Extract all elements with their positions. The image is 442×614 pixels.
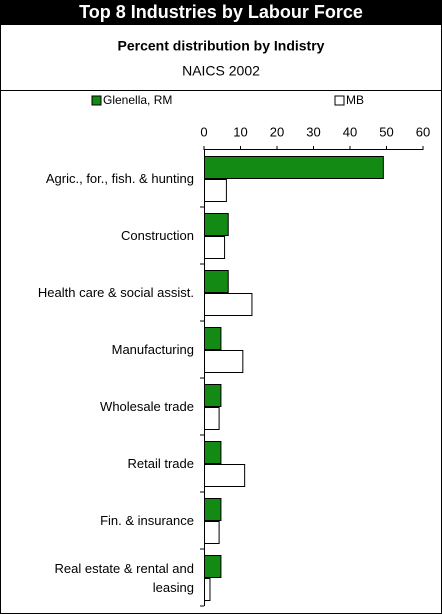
y-tick-label: Agric., for., fish. & hunting: [45, 171, 194, 186]
category-box: Fin. & insurance: [18, 498, 194, 543]
x-tick-label: 20: [270, 124, 284, 139]
y-tick-label: Fin. & insurance: [100, 513, 194, 528]
x-tick-label: 40: [343, 124, 357, 139]
category-box: Real estate & rental and leasing: [18, 555, 194, 600]
title-bar: [0, 0, 442, 25]
bar: [204, 578, 211, 601]
bar: [204, 179, 227, 202]
y-tick-label: Manufacturing: [111, 342, 194, 357]
category-box: Wholesale trade: [18, 384, 194, 429]
bar: [204, 555, 222, 578]
category-box: Health care & social assist.: [18, 270, 194, 315]
legend-swatch: [91, 95, 102, 106]
y-tick-label: Real estate & rental and leasing: [54, 560, 194, 595]
category-box: Retail trade: [18, 441, 194, 486]
category-box: Construction: [18, 213, 194, 258]
chart-subtitle: Percent distribution by Indistry: [118, 38, 325, 54]
y-tick-label: Health care & social assist.: [37, 285, 194, 300]
bar: [204, 441, 222, 464]
bar: [204, 521, 220, 544]
x-tick-label: 0: [200, 124, 207, 139]
y-tick-label: Retail trade: [127, 456, 194, 471]
bar: [204, 464, 246, 487]
bar: [204, 293, 253, 316]
bar: [204, 327, 222, 350]
bar: [204, 213, 229, 236]
category-box: Agric., for., fish. & hunting: [18, 156, 194, 201]
legend-label: Glenella, RM: [103, 93, 172, 107]
x-tick-label: 50: [379, 124, 393, 139]
bar: [204, 236, 226, 259]
bar: [204, 270, 229, 293]
x-tick-label: 30: [306, 124, 320, 139]
bar: [204, 407, 220, 430]
bar: [204, 350, 244, 373]
bar: [204, 156, 384, 179]
chart-note: NAICS 2002: [182, 63, 260, 79]
chart-title: Top 8 Industries by Labour Force: [79, 2, 363, 22]
category-box: Manufacturing: [18, 327, 194, 372]
x-tick-label: 60: [416, 124, 430, 139]
legend-label: MB: [346, 93, 364, 107]
x-tick-label: 10: [233, 124, 247, 139]
y-tick-label: Wholesale trade: [100, 399, 194, 414]
bar: [204, 498, 222, 521]
y-tick-label: Construction: [121, 228, 194, 243]
legend-swatch: [334, 95, 345, 106]
bar: [204, 384, 222, 407]
